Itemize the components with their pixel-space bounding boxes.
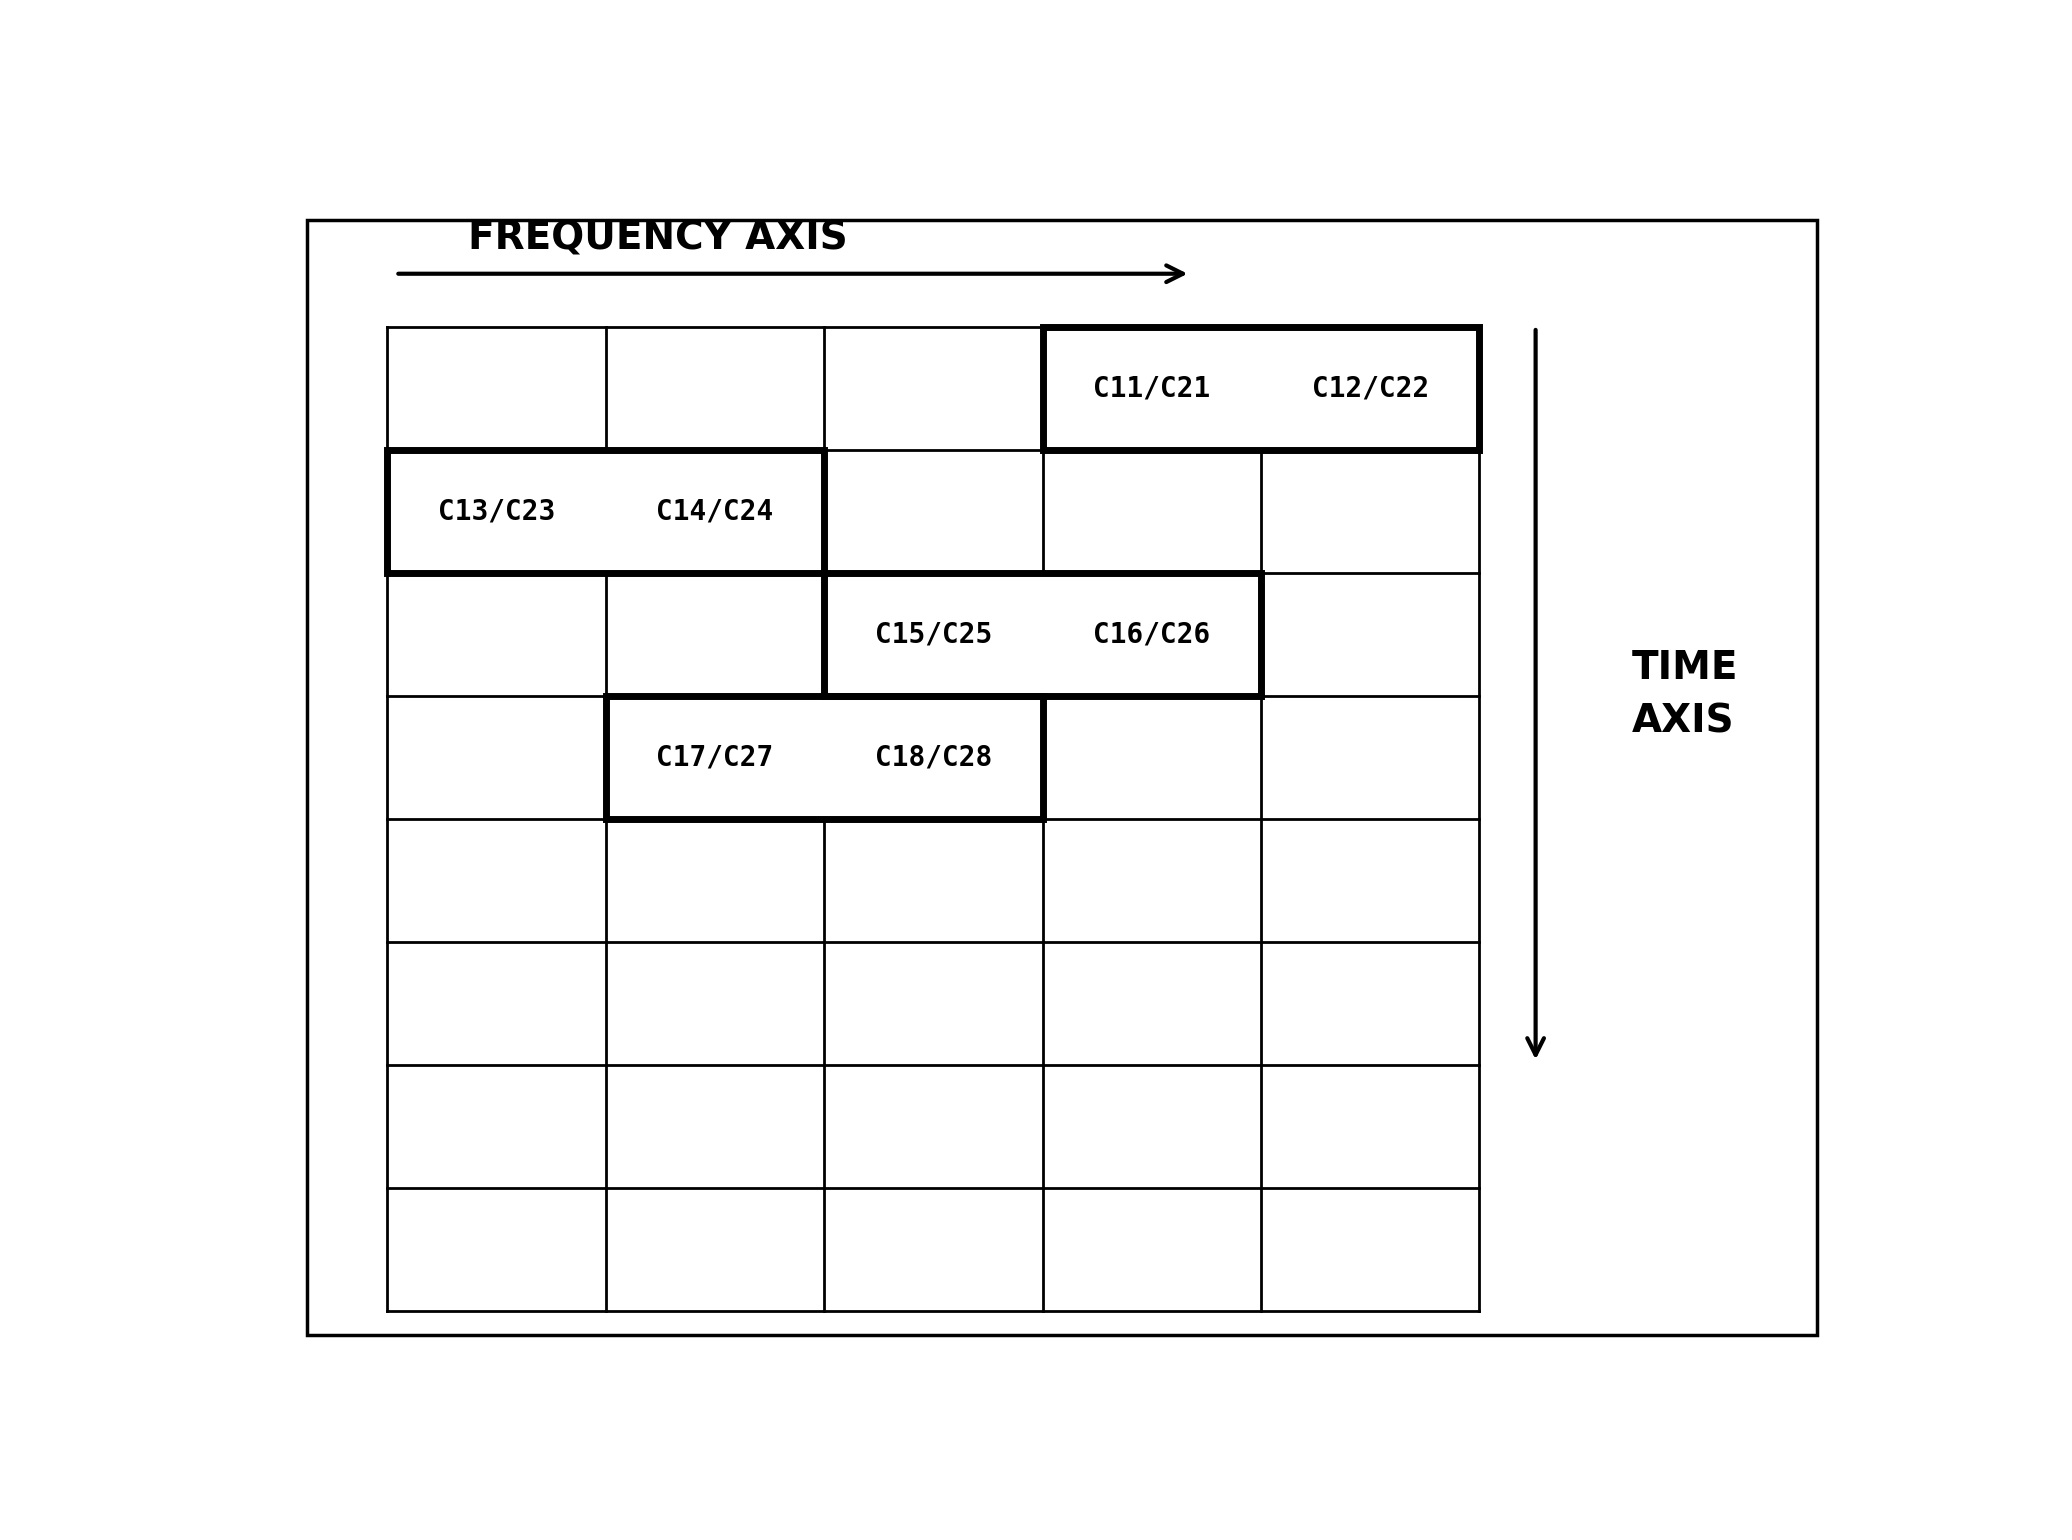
Bar [605, 696, 1042, 819]
Text: C17/C27: C17/C27 [657, 744, 773, 772]
Text: AXIS: AXIS [1633, 702, 1734, 741]
Bar [825, 573, 1262, 696]
Text: C15/C25: C15/C25 [874, 621, 992, 648]
Bar [387, 450, 825, 573]
Bar [605, 696, 1042, 819]
Text: TIME: TIME [1633, 648, 1738, 687]
Text: C14/C24: C14/C24 [657, 497, 773, 525]
Text: C12/C22: C12/C22 [1312, 374, 1430, 402]
Text: FREQUENCY AXIS: FREQUENCY AXIS [468, 219, 847, 257]
Bar [825, 573, 1262, 696]
Text: C13/C23: C13/C23 [437, 497, 555, 525]
Text: C18/C28: C18/C28 [874, 744, 992, 772]
Bar [1042, 326, 1479, 450]
Text: C16/C26: C16/C26 [1094, 621, 1210, 648]
Bar [387, 450, 825, 573]
Text: C11/C21: C11/C21 [1094, 374, 1210, 402]
Bar [1042, 326, 1479, 450]
